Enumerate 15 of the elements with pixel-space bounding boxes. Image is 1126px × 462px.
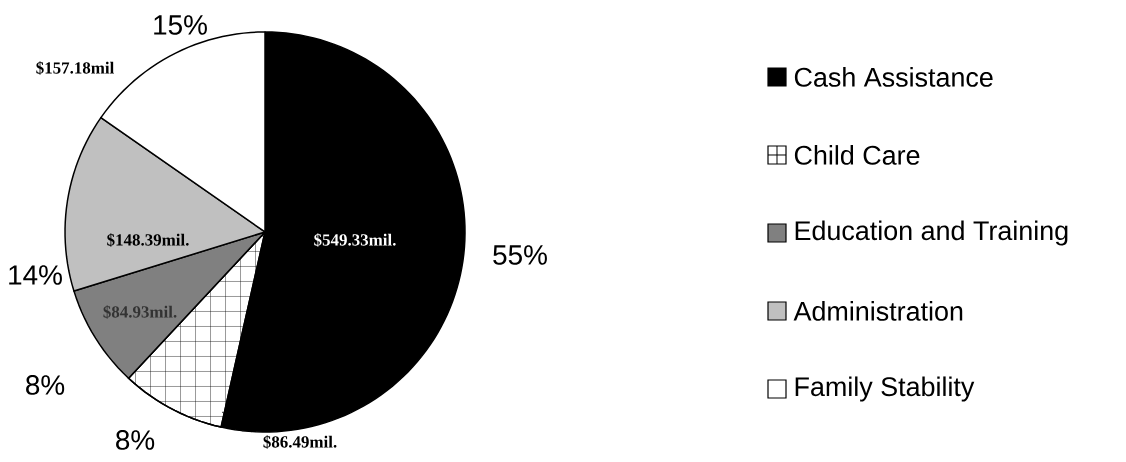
text: 15% bbox=[154, 15, 207, 35]
text: 8% bbox=[116, 430, 155, 450]
data-label: $157.18mil bbox=[36, 61, 115, 75]
data-label: $84.93mil. bbox=[103, 305, 177, 319]
text: 8% bbox=[26, 375, 65, 395]
data-label: $549.33mil. bbox=[314, 233, 396, 247]
legend-label: Family Stability bbox=[795, 376, 975, 402]
legend-label: Administration bbox=[793, 301, 963, 321]
data-label: $148.39mil. bbox=[107, 233, 189, 247]
text: 55% bbox=[493, 245, 547, 265]
text: 14% bbox=[9, 265, 62, 285]
legend-label: Education and Training bbox=[795, 220, 1068, 246]
legend-label: Child Care bbox=[794, 145, 920, 165]
data-label: $86.49mil. bbox=[263, 435, 337, 449]
legend-label: Cash Assistance bbox=[794, 67, 993, 87]
